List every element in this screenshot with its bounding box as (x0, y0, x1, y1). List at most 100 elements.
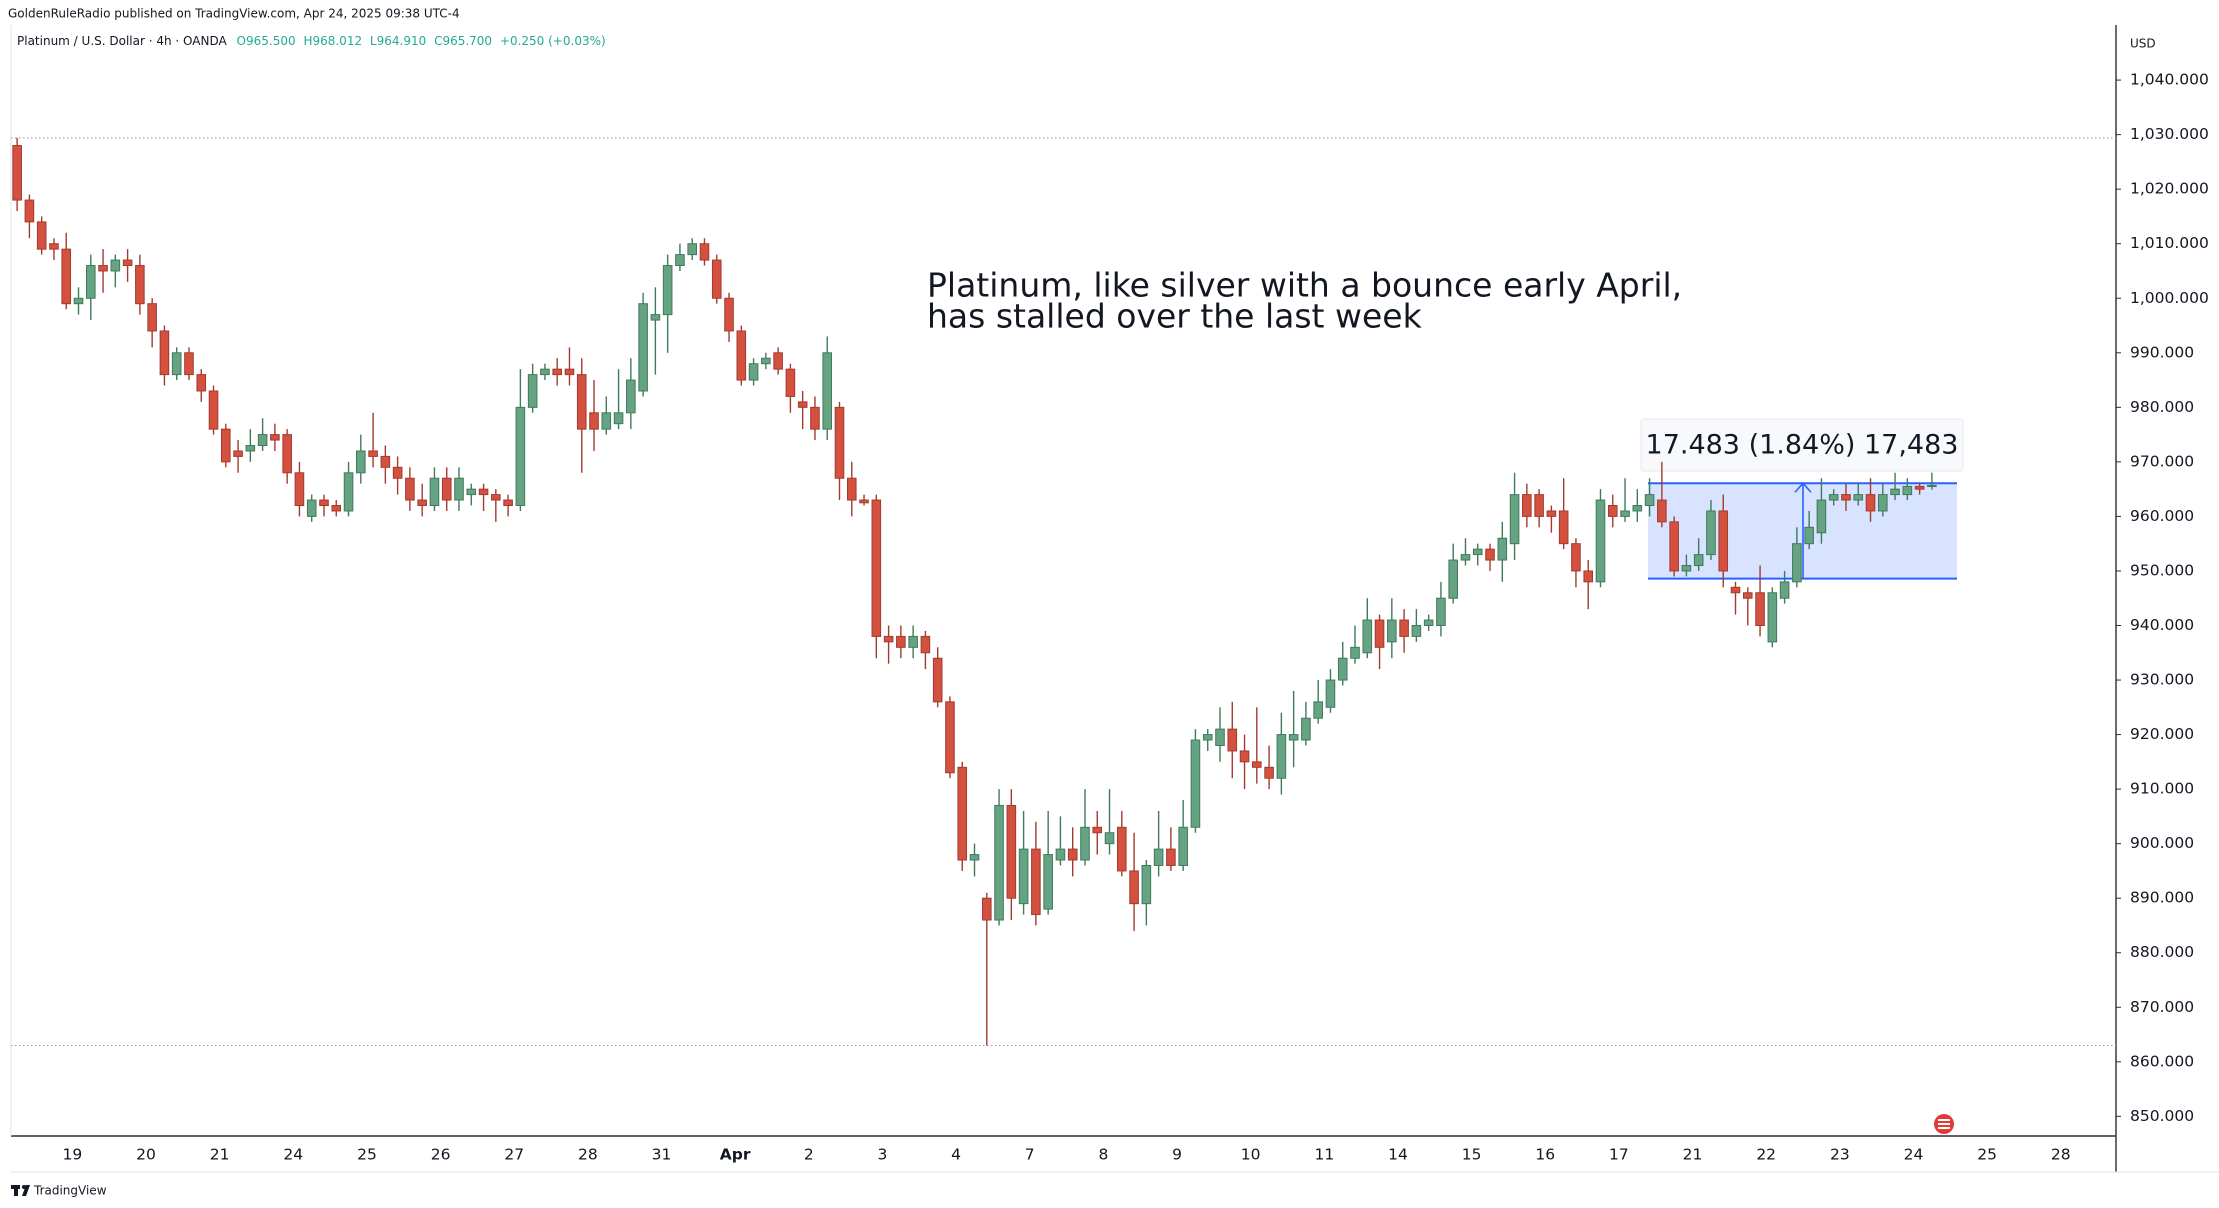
x-tick-label: 21 (210, 1146, 230, 1164)
candle-body (1043, 854, 1053, 910)
candle-body (135, 265, 145, 305)
x-tick-label: 26 (431, 1146, 451, 1164)
x-tick-label: 9 (1172, 1146, 1182, 1164)
y-tick-label: 930.000 (2130, 671, 2194, 689)
candle-body (1497, 537, 1508, 561)
candle-body (1374, 619, 1385, 648)
x-tick-label: 24 (1904, 1146, 1924, 1164)
candle-body (319, 499, 329, 507)
x-tick-label: Apr (720, 1146, 751, 1164)
ohlc-open: O965.500 (237, 34, 296, 48)
y-tick-label: 890.000 (2130, 889, 2194, 907)
candle-body (1828, 494, 1839, 501)
candle-body (1018, 848, 1029, 905)
candle-body (650, 314, 661, 321)
x-tick-label: 31 (652, 1146, 672, 1164)
candle-body (846, 477, 857, 501)
candle-body (49, 243, 59, 250)
candle-body (711, 259, 722, 299)
x-tick-label: 15 (1462, 1146, 1482, 1164)
candle-body (306, 499, 317, 517)
candle-body (1632, 505, 1643, 512)
candle-body (1178, 826, 1188, 866)
candle-body (1571, 543, 1581, 572)
candle-body (699, 243, 710, 261)
y-tick-label: 970.000 (2130, 452, 2194, 470)
candle-body (1534, 494, 1544, 517)
candle-body (1190, 739, 1201, 828)
candle-body (73, 297, 84, 305)
candle-body (675, 254, 685, 267)
candle-body (1522, 494, 1532, 517)
candle-body (233, 450, 243, 457)
x-tick-label: 25 (1977, 1146, 1997, 1164)
candle-body (1816, 499, 1827, 534)
candle-body (1718, 510, 1729, 572)
candle-body (1657, 499, 1667, 523)
x-tick-label: 23 (1830, 1146, 1850, 1164)
candle-body (1742, 592, 1753, 599)
candle-body (61, 248, 72, 305)
candle-body (1841, 494, 1851, 501)
candle-body (515, 406, 526, 507)
candle-body (1804, 526, 1814, 545)
candle-body (1681, 565, 1692, 572)
candle-body (1914, 485, 1925, 490)
candle-body (270, 434, 280, 441)
candle-body (945, 701, 955, 774)
candle-body (1460, 554, 1471, 561)
candle-body (1669, 521, 1679, 572)
candle-body (147, 303, 157, 332)
candle-body (1117, 826, 1127, 872)
x-tick-label: 11 (1314, 1146, 1334, 1164)
candle-body (417, 499, 427, 507)
ohlc-low: L964.910 (370, 34, 426, 48)
candle-body (1595, 499, 1606, 583)
tradingview-logo (11, 1185, 30, 1196)
flag-icon (1934, 1114, 1954, 1134)
x-tick-label: 27 (504, 1146, 524, 1164)
y-tick-label: 1,040.000 (2130, 71, 2209, 89)
symbol: Platinum / U.S. Dollar · 4h · OANDA (17, 34, 227, 48)
candle-body (859, 499, 869, 504)
candle-body (392, 466, 403, 479)
annotation-line: has stalled over the last week (927, 297, 1423, 336)
y-tick-label: 910.000 (2130, 780, 2194, 798)
candle-body (245, 445, 256, 452)
candle-body (356, 450, 366, 474)
candle-body (1706, 510, 1716, 556)
x-tick-label: 21 (1683, 1146, 1703, 1164)
candle-body (810, 406, 820, 430)
x-tick-label: 8 (1098, 1146, 1108, 1164)
candle-body (1153, 848, 1164, 866)
y-tick-label: 940.000 (2130, 616, 2194, 634)
candle-body (1362, 619, 1373, 654)
candle-body (110, 259, 121, 272)
y-tick-label: 850.000 (2130, 1107, 2194, 1125)
candle-body (1509, 494, 1520, 545)
candle-body (1423, 619, 1434, 626)
candle-body (773, 352, 783, 370)
x-tick-label: 17 (1609, 1146, 1629, 1164)
candle-body (1239, 750, 1250, 763)
publisher-header: GoldenRuleRadio published on TradingView… (8, 7, 460, 21)
candle-body (1350, 646, 1360, 659)
candle-body (601, 412, 612, 430)
x-tick-label: 28 (2051, 1146, 2071, 1164)
candle-body (932, 657, 943, 703)
candle-body (871, 499, 882, 637)
candle-body (736, 330, 747, 381)
candle-body (466, 488, 477, 496)
candle-body (1607, 505, 1618, 517)
candle-body (1693, 554, 1704, 567)
candle-body (1301, 717, 1311, 741)
candle-body (724, 297, 734, 332)
candle-body (380, 455, 391, 468)
candle-body (478, 488, 489, 496)
candle-body (797, 401, 808, 408)
candle-body (503, 499, 513, 507)
candle-body (1166, 848, 1176, 866)
candle-body (957, 766, 968, 861)
candle-body (1877, 494, 1888, 512)
candle-body (1215, 728, 1225, 746)
